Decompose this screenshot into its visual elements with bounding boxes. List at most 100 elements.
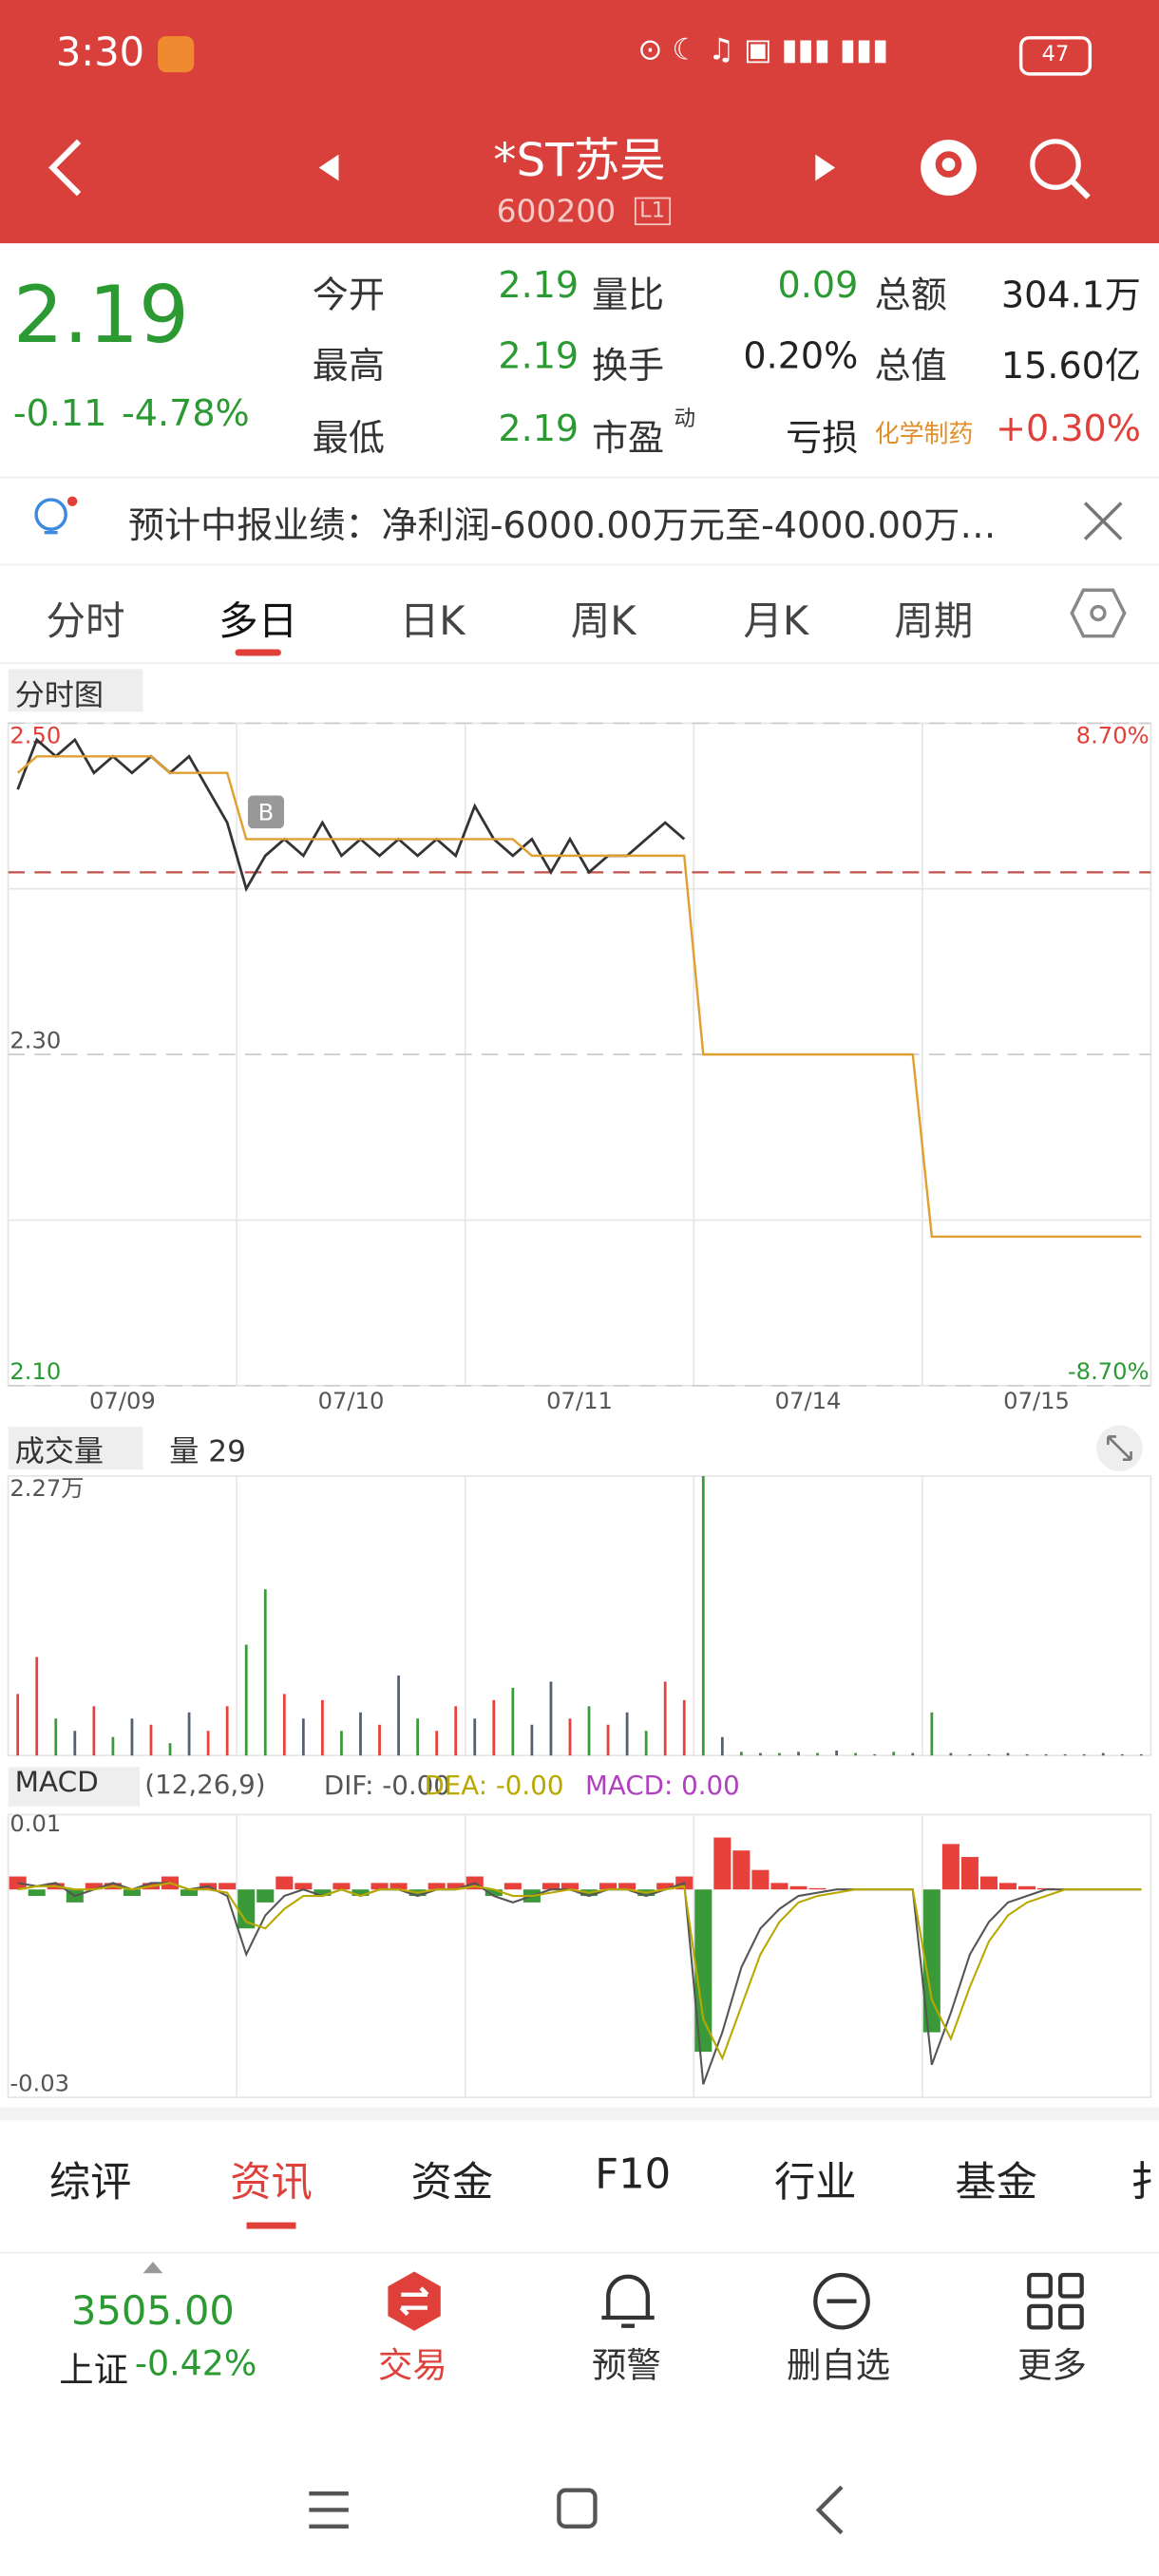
- volume-bar: [854, 1752, 858, 1756]
- info-tab[interactable]: 扌: [1085, 2150, 1159, 2208]
- y-tick-label: 2.10: [10, 1358, 61, 1385]
- info-tab[interactable]: 基金: [955, 2158, 1037, 2207]
- period-tab[interactable]: 多日: [218, 597, 298, 645]
- period-tab[interactable]: 日K: [399, 597, 466, 645]
- buy-marker: B: [258, 800, 275, 826]
- volume-bar: [816, 1752, 819, 1756]
- chart-select[interactable]: [8, 669, 143, 712]
- alert-icon: [601, 2274, 655, 2328]
- label: 最低: [312, 419, 385, 461]
- volume-bar: [949, 1752, 953, 1756]
- volume-bar: [568, 1718, 572, 1756]
- nav-item[interactable]: 删自选: [787, 2345, 891, 2385]
- volume-bar: [130, 1718, 134, 1756]
- info-tab[interactable]: F10: [595, 2150, 672, 2198]
- volume-bar: [911, 1752, 915, 1756]
- info-tab[interactable]: 行业: [774, 2158, 857, 2207]
- volume-bar: [416, 1718, 420, 1756]
- battery: 47: [1018, 36, 1092, 76]
- back-button[interactable]: [33, 131, 99, 203]
- macd-bar: [85, 1883, 103, 1890]
- volume-bar: [187, 1712, 191, 1756]
- macd-bar: [504, 1883, 522, 1890]
- nav-item[interactable]: 交易: [378, 2345, 447, 2385]
- bulb-icon: [34, 496, 78, 535]
- info-tab[interactable]: 资讯: [230, 2158, 313, 2207]
- macd-bar: [732, 1850, 750, 1890]
- prev-stock[interactable]: [313, 151, 346, 184]
- macd-bar: [618, 1883, 636, 1890]
- macd-bar: [332, 1883, 351, 1890]
- next-stock[interactable]: [808, 151, 842, 184]
- macd-bar: [560, 1883, 579, 1890]
- volume-bar: [587, 1706, 591, 1756]
- chart-select[interactable]: [8, 1767, 141, 1807]
- volume-bar: [1063, 1753, 1067, 1756]
- divider: [0, 662, 1159, 665]
- robot-icon[interactable]: [912, 131, 984, 203]
- index-value[interactable]: 3505.00: [71, 2287, 235, 2335]
- charts: 2.502.302.108.70%-8.70%07/09 07/10 07/11 07…: [7, 722, 1152, 2098]
- volume-bar: [54, 1718, 58, 1756]
- y-tick-label: 0.01: [10, 1810, 61, 1837]
- price: 2.19: [12, 269, 189, 362]
- chart-select[interactable]: [8, 1427, 143, 1470]
- info-tab[interactable]: 资金: [410, 2158, 494, 2207]
- nav-item[interactable]: 预警: [591, 2345, 661, 2385]
- value: +0.30%: [996, 408, 1141, 451]
- search-button[interactable]: [1022, 131, 1098, 207]
- macd-bar: [276, 1876, 294, 1890]
- volume-bar: [606, 1724, 610, 1756]
- expand-button[interactable]: [1095, 1424, 1145, 1473]
- volume-bar: [473, 1718, 477, 1756]
- period-tab[interactable]: 月K: [743, 597, 809, 645]
- volume-bar: [111, 1736, 115, 1756]
- nav-item[interactable]: 更多: [1017, 2345, 1087, 2385]
- trade-icon: [388, 2271, 441, 2331]
- macd-bar: [751, 1869, 770, 1890]
- macd-bar: [599, 1883, 618, 1890]
- volume-bar: [720, 1736, 724, 1756]
- industry[interactable]: 化学制药: [874, 419, 974, 449]
- settings-icon[interactable]: [1069, 585, 1128, 641]
- volume-bar: [1044, 1753, 1048, 1756]
- legend-entry: DIF: -0.00: [324, 1770, 450, 1801]
- volume-bar: [797, 1752, 800, 1756]
- volume-bar: [301, 1718, 305, 1756]
- macd-bar: [218, 1883, 237, 1890]
- remove-icon: [813, 2272, 870, 2330]
- macd-bar: [941, 1844, 960, 1890]
- notice-text: 预计中报业绩：净利润-6000.00万元至-4000.00万…: [127, 505, 997, 548]
- more-icon: [1027, 2272, 1084, 2330]
- volume-bar: [225, 1706, 229, 1756]
- volume-bar: [644, 1731, 648, 1756]
- close-notice[interactable]: [1078, 497, 1128, 546]
- period-tab[interactable]: 周K: [570, 597, 636, 645]
- period-tab[interactable]: 周期: [894, 597, 974, 645]
- volume-bar: [206, 1731, 210, 1756]
- macd-line: [17, 1881, 1142, 2085]
- stock-name: *ST苏吴: [493, 133, 666, 188]
- macd-bar: [770, 1883, 788, 1890]
- value: 2.19: [498, 266, 580, 308]
- divider: [0, 2251, 1159, 2254]
- level-badge: L1: [634, 197, 671, 226]
- volume-bar: [1139, 1753, 1143, 1756]
- notice-bar[interactable]: [0, 476, 1159, 566]
- volume-bar: [930, 1712, 934, 1756]
- volume-bar: [397, 1675, 400, 1756]
- status-icons: ⊙ ☾ ♫ ▣ ▮▮▮ ▮▮▮: [637, 32, 889, 67]
- volume-bar: [244, 1644, 248, 1756]
- info-tab[interactable]: 综评: [48, 2158, 132, 2207]
- period-tab[interactable]: 分时: [46, 597, 125, 645]
- volume-bar: [835, 1750, 838, 1756]
- macd-bar: [713, 1837, 732, 1890]
- macd-bar: [370, 1883, 389, 1890]
- x-tick-label: 07/15: [1003, 1388, 1070, 1414]
- volume-bar: [701, 1475, 705, 1756]
- volume-bar: [549, 1681, 553, 1756]
- label: 最高: [312, 347, 385, 388]
- volume-bar: [454, 1706, 458, 1756]
- volume-bar: [492, 1699, 496, 1756]
